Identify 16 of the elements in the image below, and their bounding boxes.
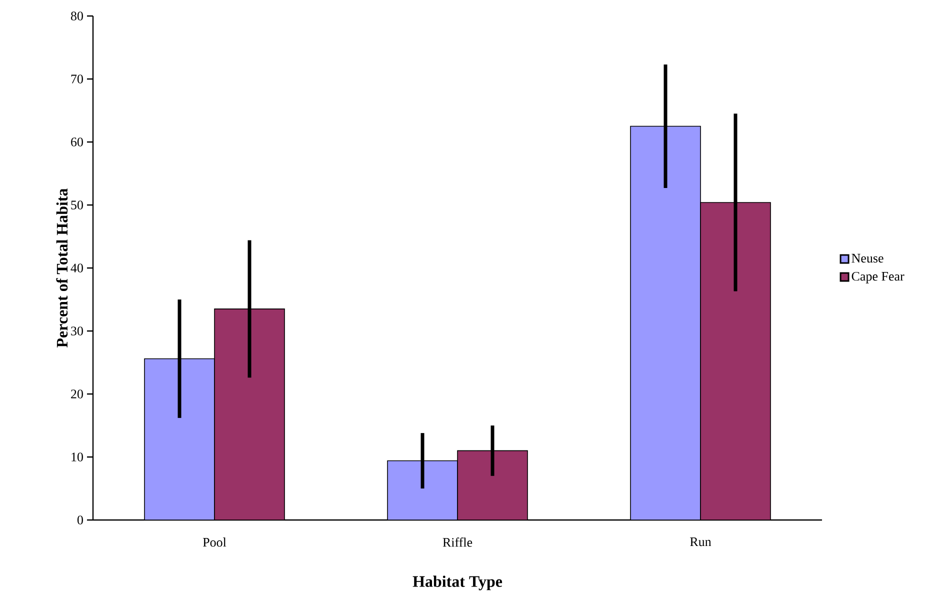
legend-label: Neuse — [852, 254, 884, 263]
y-tick-label: 60 — [71, 138, 83, 146]
x-tick-label: Run — [690, 538, 712, 546]
x-axis-title: Habitat Type — [412, 576, 502, 590]
y-tick-label: 20 — [71, 390, 83, 398]
x-tick-label: Riffle — [442, 538, 472, 547]
y-tick-label: 0 — [77, 516, 83, 524]
y-tick-label: 30 — [71, 326, 83, 336]
y-tick-label: 40 — [70, 264, 83, 272]
y-tick-label: 50 — [71, 200, 83, 210]
y-tick-label: 70 — [71, 74, 83, 84]
legend-label: Cape Fear — [852, 272, 904, 284]
y-axis-title: Percent of Total Habita — [56, 188, 68, 348]
y-tick-label: 80 — [70, 12, 83, 20]
y-tick-label: 10 — [72, 452, 83, 462]
x-tick-label: Pool — [202, 538, 226, 547]
